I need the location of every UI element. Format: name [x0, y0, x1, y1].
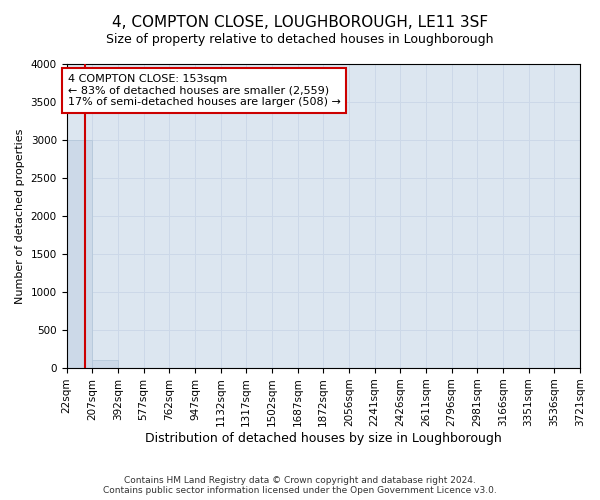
Text: 4 COMPTON CLOSE: 153sqm
← 83% of detached houses are smaller (2,559)
17% of semi: 4 COMPTON CLOSE: 153sqm ← 83% of detache… [68, 74, 341, 107]
Bar [67, 140, 92, 368]
X-axis label: Distribution of detached houses by size in Loughborough: Distribution of detached houses by size … [145, 432, 502, 445]
Text: Contains HM Land Registry data © Crown copyright and database right 2024.
Contai: Contains HM Land Registry data © Crown c… [103, 476, 497, 495]
Text: 4, COMPTON CLOSE, LOUGHBOROUGH, LE11 3SF: 4, COMPTON CLOSE, LOUGHBOROUGH, LE11 3SF [112, 15, 488, 30]
Text: Size of property relative to detached houses in Loughborough: Size of property relative to detached ho… [106, 32, 494, 46]
Y-axis label: Number of detached properties: Number of detached properties [15, 128, 25, 304]
Bar [92, 360, 118, 368]
